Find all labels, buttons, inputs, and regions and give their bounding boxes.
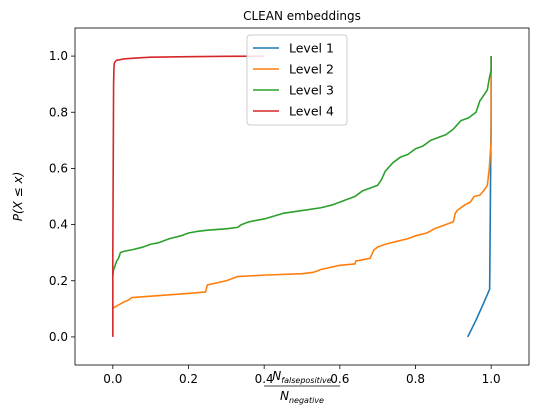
series-line-level-3	[112, 56, 492, 276]
x-axis-label-denominator-main: N	[280, 389, 289, 403]
y-ticks: 0.0 0.2 0.4 0.6 0.8 1.0	[49, 49, 75, 344]
x-axis-label-numerator-main: N	[272, 369, 281, 383]
series-line-level-2	[112, 56, 492, 310]
legend: Level 1 Level 2 Level 3 Level 4	[246, 34, 348, 126]
legend-label-level-2: Level 2	[289, 62, 334, 77]
y-tick-label: 0.8	[49, 105, 68, 119]
axes-frame	[74, 27, 530, 366]
chart-title: CLEAN embeddings	[243, 9, 361, 23]
x-tick-label: 0.0	[103, 372, 122, 386]
legend-box	[246, 34, 348, 126]
y-tick-label: 0.0	[49, 330, 68, 344]
y-tick-label: 0.6	[49, 161, 68, 175]
y-axis-label: P(X ≤ x)	[11, 172, 25, 222]
legend-label-level-3: Level 3	[289, 83, 334, 98]
x-tick-label: 0.8	[406, 372, 425, 386]
plot-lines	[112, 55, 492, 338]
y-tick-label: 1.0	[49, 49, 68, 63]
legend-label-level-1: Level 1	[289, 41, 334, 56]
series-line-level-4	[112, 55, 265, 337]
legend-label-level-4: Level 4	[289, 104, 334, 119]
x-axis-label-denominator: Nnegative	[280, 389, 324, 405]
x-ticks: 0.0 0.2 0.4 0.6 0.8 1.0	[103, 365, 501, 386]
series-line-level-1	[466, 56, 492, 338]
x-axis-label-numerator: Nfalsepositive	[272, 369, 331, 385]
x-tick-label: 0.6	[330, 372, 349, 386]
x-axis-label: Nfalsepositive Nnegative	[264, 369, 340, 405]
x-tick-label: 0.2	[179, 372, 198, 386]
x-axis-label-numerator-sub: falsepositive	[281, 376, 331, 385]
x-tick-label: 1.0	[482, 372, 501, 386]
x-axis-label-denominator-sub: negative	[289, 396, 324, 405]
y-axis-label-text: P(X ≤ x)	[11, 172, 25, 222]
y-tick-label: 0.2	[49, 274, 68, 288]
y-tick-label: 0.4	[49, 218, 68, 232]
x-tick-label: 0.4	[255, 372, 274, 386]
